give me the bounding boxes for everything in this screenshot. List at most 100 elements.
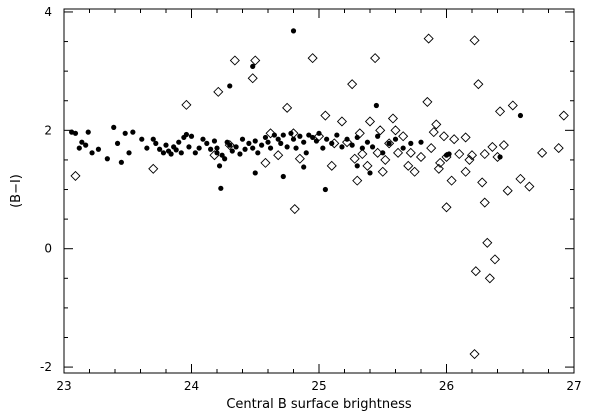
data-point-filled bbox=[168, 151, 174, 157]
data-point-open bbox=[446, 175, 457, 186]
data-point-open bbox=[460, 166, 471, 177]
x-tick-label: 27 bbox=[566, 379, 581, 393]
data-point-filled bbox=[354, 163, 360, 169]
data-point-filled bbox=[329, 140, 335, 146]
data-point-filled bbox=[267, 145, 274, 151]
data-point-open bbox=[487, 141, 498, 152]
data-point-filled bbox=[144, 145, 150, 151]
data-point-filled bbox=[227, 142, 233, 148]
data-point-open bbox=[433, 163, 444, 174]
data-point-open bbox=[405, 147, 416, 158]
data-point-open bbox=[415, 151, 427, 163]
data-point-open bbox=[507, 100, 518, 111]
x-tick-label: 26 bbox=[439, 379, 454, 393]
data-point-open bbox=[489, 254, 500, 265]
data-point-filled bbox=[239, 136, 246, 142]
data-point-open bbox=[357, 148, 368, 160]
data-point-open bbox=[352, 175, 363, 186]
data-point-filled bbox=[386, 140, 392, 146]
data-point-filled bbox=[218, 185, 224, 191]
data-point-open bbox=[431, 119, 442, 130]
data-point-open bbox=[213, 86, 224, 97]
data-point-open bbox=[469, 349, 480, 360]
data-point-filled bbox=[188, 133, 195, 139]
data-point-filled bbox=[111, 124, 117, 130]
data-point-filled bbox=[301, 164, 307, 170]
data-point-filled bbox=[275, 136, 281, 142]
data-point-open bbox=[265, 128, 276, 139]
data-point-filled bbox=[288, 130, 294, 136]
x-tick-label: 23 bbox=[56, 379, 71, 393]
data-point-filled bbox=[139, 136, 145, 142]
data-point-filled bbox=[186, 144, 192, 150]
data-point-filled bbox=[242, 146, 248, 152]
data-point-filled bbox=[364, 139, 371, 145]
data-point-filled bbox=[173, 147, 179, 153]
plot-frame bbox=[63, 8, 575, 374]
y-tick-label: -2 bbox=[40, 360, 52, 374]
data-point-filled bbox=[246, 140, 252, 146]
data-point-open bbox=[181, 99, 192, 110]
data-point-filled bbox=[178, 150, 184, 156]
data-point-filled bbox=[497, 154, 503, 160]
data-point-filled bbox=[211, 138, 218, 144]
data-point-filled bbox=[322, 186, 328, 193]
data-point-filled bbox=[126, 150, 132, 156]
data-point-filled bbox=[153, 140, 159, 146]
data-point-filled bbox=[250, 145, 256, 151]
data-point-filled bbox=[72, 130, 79, 136]
data-point-filled bbox=[150, 136, 156, 142]
data-point-open bbox=[336, 116, 347, 127]
data-point-filled bbox=[130, 129, 136, 135]
data-point-open bbox=[347, 79, 358, 90]
data-point-filled bbox=[380, 150, 386, 156]
data-point-open bbox=[384, 138, 395, 149]
data-point-open bbox=[289, 204, 300, 215]
data-point-open bbox=[470, 266, 481, 277]
data-point-open bbox=[479, 148, 490, 160]
data-point-open bbox=[362, 160, 373, 171]
data-point-filled bbox=[104, 156, 110, 162]
data-point-open bbox=[477, 177, 488, 188]
data-point-filled bbox=[373, 102, 379, 109]
data-point-open bbox=[224, 140, 235, 151]
data-point-filled bbox=[262, 134, 269, 141]
data-point-filled bbox=[320, 145, 326, 151]
data-point-filled bbox=[344, 136, 350, 142]
data-point-open bbox=[364, 116, 376, 127]
data-point-filled bbox=[284, 144, 290, 150]
data-point-filled bbox=[176, 139, 182, 145]
data-point-filled bbox=[237, 151, 243, 157]
data-point-open bbox=[553, 143, 564, 154]
data-point-open bbox=[307, 53, 318, 64]
data-point-filled bbox=[418, 139, 424, 145]
data-point-open bbox=[247, 73, 258, 84]
data-point-filled bbox=[160, 150, 167, 156]
data-point-filled bbox=[122, 130, 128, 136]
data-point-open bbox=[403, 160, 414, 171]
data-point-open bbox=[390, 125, 401, 136]
data-point-open bbox=[148, 163, 159, 174]
data-point-open bbox=[484, 273, 495, 284]
data-point-filled bbox=[204, 140, 210, 146]
data-point-open bbox=[466, 150, 478, 161]
data-point-open bbox=[441, 151, 452, 163]
data-point-filled bbox=[278, 140, 284, 146]
data-point-open bbox=[495, 106, 506, 117]
data-point-filled bbox=[118, 159, 124, 165]
data-point-filled bbox=[183, 131, 189, 138]
data-point-open bbox=[422, 96, 433, 107]
data-point-filled bbox=[408, 140, 414, 146]
data-point-open bbox=[387, 113, 398, 124]
data-point-filled bbox=[196, 145, 202, 151]
data-point-filled bbox=[517, 112, 524, 119]
x-tick-label: 24 bbox=[184, 379, 199, 393]
data-point-open bbox=[426, 143, 437, 154]
data-point-open bbox=[428, 127, 439, 138]
data-point-filled bbox=[290, 136, 297, 142]
data-point-open bbox=[524, 181, 535, 192]
data-point-open bbox=[313, 131, 325, 142]
data-point-filled bbox=[227, 83, 233, 89]
